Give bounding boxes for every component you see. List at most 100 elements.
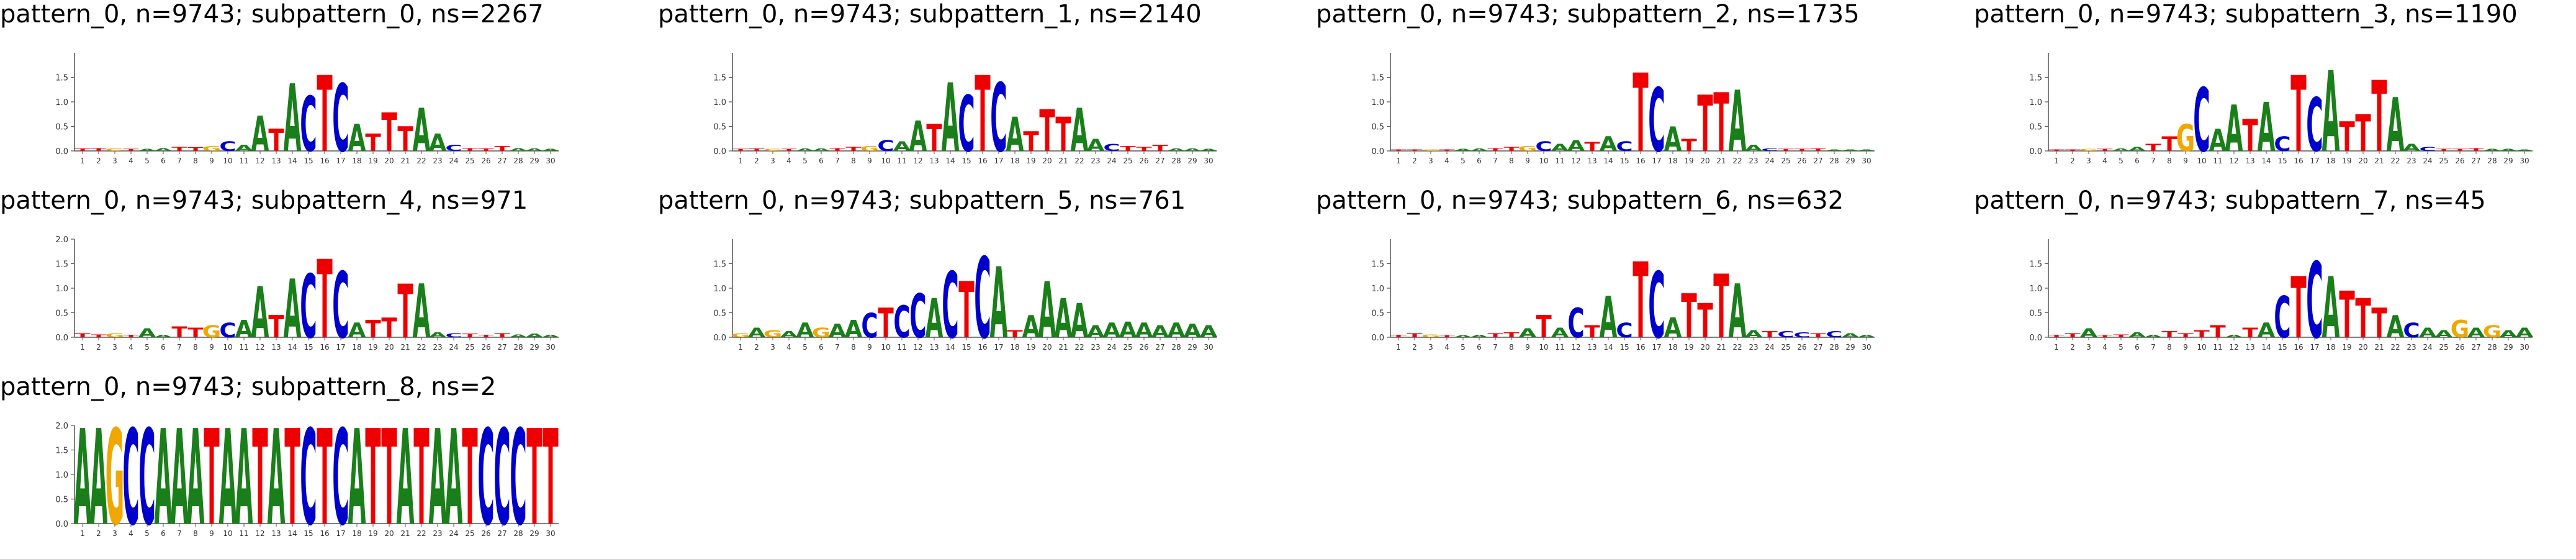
y-tick-label: 1.5 — [1371, 260, 1384, 270]
x-tick-label: 22 — [2390, 343, 2400, 352]
x-tick-label: 24 — [1765, 157, 1774, 165]
logo-letter: A — [251, 107, 269, 163]
x-tick-label: 4 — [786, 343, 791, 352]
logo-letter: T — [1055, 108, 1071, 163]
x-tick-label: 10 — [881, 343, 890, 352]
logo-letter: A — [1842, 149, 1860, 152]
logo-letter: T — [1713, 76, 1729, 170]
logo-letter: A — [1551, 142, 1570, 153]
x-tick-label: 13 — [929, 343, 939, 352]
x-tick-label: 22 — [1732, 343, 1742, 352]
logo-letter: A — [155, 147, 173, 152]
logo-letter: A — [1600, 284, 1618, 352]
logo-letter: A — [1454, 148, 1472, 152]
logo-letter: T — [478, 334, 493, 338]
x-tick-label: 13 — [929, 157, 939, 165]
x-tick-label: 8 — [2167, 157, 2172, 165]
x-tick-label: 4 — [128, 157, 133, 165]
y-tick-label: 1.0 — [1371, 284, 1384, 294]
logo-letter: T — [526, 402, 542, 555]
x-tick-label: 10 — [1539, 343, 1548, 352]
logo-letter: A — [1168, 148, 1186, 152]
x-tick-label: 9 — [209, 157, 214, 165]
x-tick-label: 16 — [2294, 157, 2303, 165]
logo-letter: C — [1826, 330, 1842, 339]
x-tick-label: 13 — [1587, 157, 1596, 165]
x-tick-label: 18 — [2326, 343, 2335, 352]
logo-letter: C — [958, 80, 975, 170]
logo-letter: A — [2322, 260, 2340, 358]
x-tick-label: 5 — [1461, 343, 1466, 352]
logo-letter: T — [1633, 240, 1648, 362]
x-tick-label: 30 — [546, 529, 555, 538]
x-tick-label: 13 — [271, 529, 281, 538]
logo-letter: A — [1184, 148, 1202, 152]
x-tick-label: 30 — [1204, 157, 1213, 165]
x-tick-label: 1 — [80, 157, 85, 165]
logo-letter: C — [1103, 142, 1120, 153]
logo-letter: T — [1039, 98, 1055, 165]
x-tick-label: 9 — [2183, 343, 2188, 352]
x-tick-label: 26 — [2455, 157, 2464, 165]
logo-letter: A — [510, 147, 528, 152]
x-tick-label: 20 — [2358, 343, 2367, 352]
logo-letter: A — [1055, 287, 1073, 350]
x-tick-label: 23 — [1091, 157, 1100, 165]
logo-letter: T — [2097, 335, 2112, 338]
logo-letter: C — [300, 257, 317, 358]
x-tick-label: 23 — [1091, 343, 1100, 352]
x-tick-label: 2 — [754, 343, 759, 352]
logo-letter: T — [1503, 146, 1520, 152]
x-tick-label: 12 — [255, 529, 264, 538]
x-tick-label: 28 — [1171, 343, 1181, 352]
x-tick-label: 21 — [1716, 157, 1726, 165]
x-tick-label: 18 — [1668, 157, 1677, 165]
y-tick-label: 0.5 — [55, 496, 68, 505]
x-tick-label: 30 — [546, 157, 555, 165]
x-tick-label: 14 — [1603, 157, 1613, 165]
logo-letter: T — [2065, 149, 2080, 152]
x-tick-label: 29 — [529, 157, 539, 165]
logo-letter: T — [462, 333, 478, 339]
logo-letter: G — [1421, 149, 1440, 152]
x-tick-label: 30 — [2520, 157, 2529, 165]
x-tick-label: 29 — [2503, 343, 2513, 352]
x-tick-label: 6 — [819, 157, 824, 165]
x-tick-label: 27 — [497, 529, 507, 538]
logo-letter: A — [397, 402, 415, 555]
logo-letter: C — [300, 82, 317, 170]
x-tick-label: 20 — [384, 157, 394, 165]
x-tick-label: 18 — [352, 529, 361, 538]
y-tick-label: 0.0 — [713, 334, 726, 343]
x-tick-label: 18 — [1668, 343, 1677, 352]
logo-letter: C — [332, 254, 349, 360]
x-tick-label: 23 — [2407, 343, 2416, 352]
x-tick-label: 1 — [738, 343, 743, 352]
x-tick-label: 24 — [1765, 343, 1774, 352]
x-tick-label: 3 — [1428, 157, 1433, 165]
x-tick-label: 5 — [145, 157, 150, 165]
x-tick-label: 1 — [738, 157, 743, 165]
logo-letter: T — [1487, 147, 1503, 152]
x-tick-label: 28 — [1829, 157, 1839, 165]
x-tick-label: 9 — [2183, 157, 2188, 165]
x-tick-label: 24 — [1107, 157, 1116, 165]
x-tick-label: 23 — [2407, 157, 2416, 165]
logo-letter: T — [187, 147, 204, 152]
logo-letter: T — [317, 402, 332, 555]
x-tick-label: 11 — [897, 343, 906, 352]
x-tick-label: 15 — [1619, 343, 1629, 352]
y-tick-label: 0.0 — [55, 334, 68, 343]
logo-letter: T — [1152, 143, 1168, 153]
logo-letter: A — [2128, 332, 2147, 339]
x-tick-label: 26 — [481, 157, 490, 165]
logo-letter: C — [2306, 240, 2323, 362]
logo-letter: A — [1454, 335, 1472, 338]
logo-letter: A — [1729, 268, 1747, 355]
logo-letter: T — [317, 238, 332, 363]
logo-letter: T — [462, 402, 477, 555]
x-tick-label: 29 — [1187, 343, 1197, 352]
x-tick-label: 3 — [112, 343, 117, 352]
x-tick-label: 11 — [1555, 157, 1564, 165]
